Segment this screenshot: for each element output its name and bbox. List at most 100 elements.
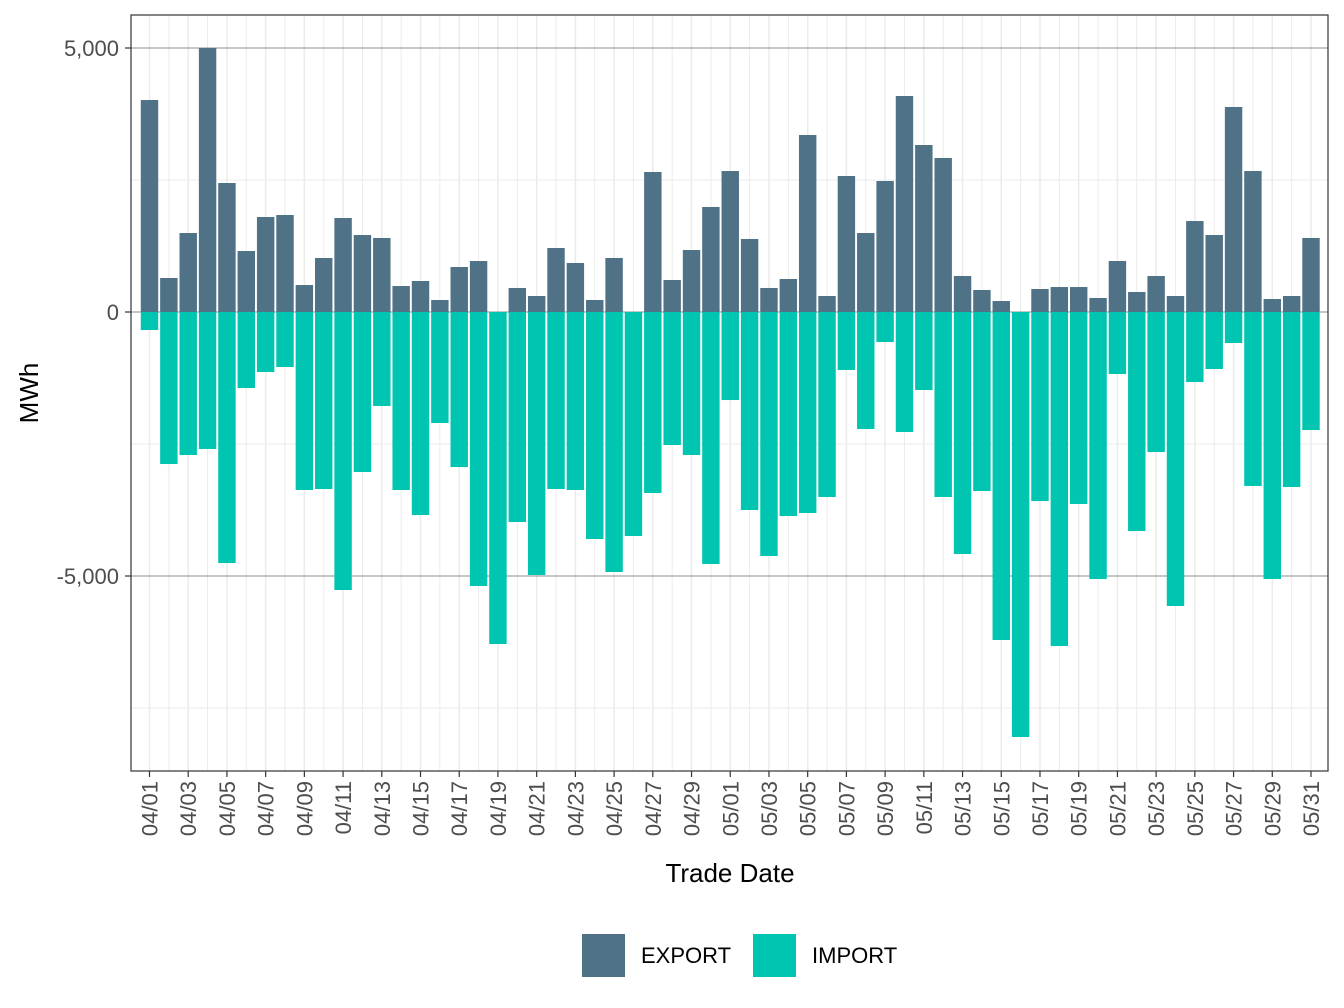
bar [1186, 312, 1204, 383]
bar [450, 312, 468, 468]
bar [1050, 312, 1069, 647]
panel-border [130, 14, 1329, 772]
bar [663, 280, 681, 313]
legend-swatch [582, 934, 625, 977]
bar [179, 312, 197, 455]
bar [276, 215, 294, 313]
bar [837, 312, 856, 370]
legend-swatch [753, 934, 796, 977]
bar [431, 300, 449, 313]
bar [373, 312, 391, 406]
x-tick-label: 05/07 [834, 781, 859, 836]
bar [857, 312, 875, 430]
bar [256, 217, 275, 313]
bar [818, 296, 836, 313]
x-tick-label: 04/17 [447, 781, 472, 836]
bar [295, 285, 314, 313]
bar [566, 312, 585, 490]
bar [915, 312, 933, 390]
x-tick-label: 05/15 [989, 781, 1014, 836]
bar [353, 312, 372, 472]
bar [547, 248, 565, 313]
bar [1031, 288, 1049, 313]
bar [1050, 287, 1069, 313]
bar [527, 296, 546, 313]
x-tick-label: 05/09 [873, 781, 898, 836]
bar [876, 181, 894, 313]
x-tick-label: 05/11 [912, 781, 937, 834]
bar [1263, 299, 1281, 313]
bar [1069, 287, 1088, 313]
bar [334, 218, 352, 313]
bar [934, 312, 952, 498]
bar [1186, 221, 1204, 313]
legend-label: IMPORT [812, 943, 897, 968]
x-tick-label: 04/05 [215, 781, 240, 836]
bar [295, 312, 314, 490]
bar [624, 312, 643, 536]
x-tick-label: 05/05 [796, 781, 821, 836]
x-axis-title: Trade Date [665, 858, 794, 888]
bar [198, 48, 217, 313]
bar [798, 312, 817, 514]
bar [411, 281, 430, 313]
x-tick-label: 04/25 [602, 781, 627, 836]
bar [702, 312, 720, 565]
bar [1089, 298, 1107, 313]
bar [508, 312, 527, 522]
bar [1263, 312, 1281, 580]
bar [237, 251, 256, 313]
bar [1089, 312, 1107, 580]
bar [798, 135, 817, 313]
y-tick-label: -5,000 [57, 564, 119, 589]
bar [876, 312, 894, 342]
bar [857, 233, 875, 313]
bar [818, 312, 836, 498]
bar [392, 312, 410, 490]
bar [431, 312, 449, 423]
bar [489, 312, 507, 645]
bar [1011, 312, 1030, 737]
bar [1302, 237, 1320, 313]
bar [160, 278, 178, 313]
bar [237, 312, 256, 388]
bar [779, 279, 798, 313]
bar [837, 175, 856, 313]
bar [953, 275, 972, 313]
y-tick-label: 0 [107, 300, 119, 325]
bar [1147, 312, 1165, 453]
bar [1205, 312, 1223, 370]
bar [315, 312, 333, 489]
bar [663, 312, 681, 446]
legend-label: EXPORT [641, 943, 731, 968]
x-tick-label: 04/01 [138, 781, 163, 836]
x-tick-label: 05/01 [718, 781, 743, 836]
bar [508, 287, 527, 313]
bar [392, 286, 410, 313]
bar [1244, 312, 1262, 486]
x-tick-label: 05/23 [1144, 781, 1169, 836]
bar [1282, 296, 1301, 313]
bar [353, 235, 372, 313]
bar [973, 312, 991, 491]
bar [1069, 312, 1088, 504]
bar [895, 312, 914, 433]
bar [895, 95, 914, 313]
bar [605, 257, 623, 313]
bar [740, 312, 759, 511]
y-tick-label: 5,000 [64, 36, 119, 61]
bar [547, 312, 565, 489]
bar [586, 312, 604, 539]
x-tick-label: 04/03 [176, 781, 201, 836]
x-tick-label: 05/25 [1183, 781, 1208, 836]
bar [1108, 260, 1127, 313]
x-tick-label: 05/13 [951, 781, 976, 836]
bar [1031, 312, 1049, 502]
x-tick-label: 04/29 [680, 781, 705, 836]
x-tick-label: 05/21 [1105, 781, 1130, 836]
bar [915, 144, 933, 313]
bar [450, 267, 468, 313]
y-axis-title: MWh [14, 363, 44, 424]
bar [992, 312, 1010, 641]
